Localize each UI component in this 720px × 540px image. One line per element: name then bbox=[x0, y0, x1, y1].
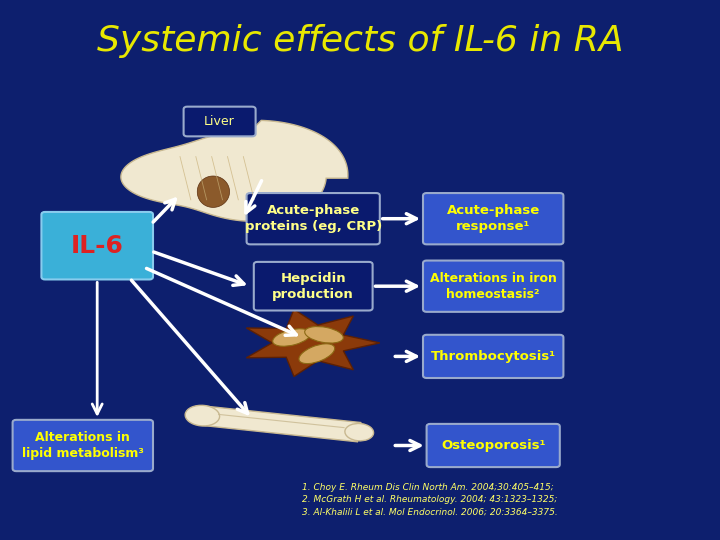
Polygon shape bbox=[197, 176, 230, 207]
FancyBboxPatch shape bbox=[426, 424, 560, 467]
Text: Alterations in iron
homeostasis²: Alterations in iron homeostasis² bbox=[430, 272, 557, 301]
Text: Acute-phase
response¹: Acute-phase response¹ bbox=[446, 204, 540, 233]
Text: Acute-phase
proteins (eg, CRP): Acute-phase proteins (eg, CRP) bbox=[245, 204, 382, 233]
Ellipse shape bbox=[299, 344, 335, 363]
FancyBboxPatch shape bbox=[184, 106, 256, 136]
Polygon shape bbox=[246, 309, 380, 376]
Text: Systemic effects of IL-6 in RA: Systemic effects of IL-6 in RA bbox=[96, 24, 624, 57]
FancyBboxPatch shape bbox=[13, 420, 153, 471]
FancyBboxPatch shape bbox=[42, 212, 153, 280]
Text: Alterations in
lipid metabolism³: Alterations in lipid metabolism³ bbox=[22, 431, 144, 460]
Ellipse shape bbox=[305, 327, 343, 343]
Ellipse shape bbox=[185, 406, 220, 426]
Ellipse shape bbox=[273, 329, 310, 346]
Polygon shape bbox=[201, 406, 361, 442]
Text: Osteoporosis¹: Osteoporosis¹ bbox=[441, 439, 546, 452]
Text: IL-6: IL-6 bbox=[71, 234, 124, 258]
FancyBboxPatch shape bbox=[423, 261, 563, 312]
FancyBboxPatch shape bbox=[423, 193, 563, 244]
FancyBboxPatch shape bbox=[253, 262, 373, 310]
FancyBboxPatch shape bbox=[246, 193, 380, 244]
Text: 1. Choy E. Rheum Dis Clin North Am. 2004;30:405–415;
2. McGrath H et al. Rheumat: 1. Choy E. Rheum Dis Clin North Am. 2004… bbox=[302, 483, 558, 516]
FancyBboxPatch shape bbox=[423, 335, 563, 378]
Polygon shape bbox=[121, 120, 348, 221]
Text: Thrombocytosis¹: Thrombocytosis¹ bbox=[431, 350, 556, 363]
Text: Liver: Liver bbox=[204, 115, 235, 128]
Ellipse shape bbox=[345, 423, 374, 441]
Text: Hepcidin
production: Hepcidin production bbox=[272, 272, 354, 301]
